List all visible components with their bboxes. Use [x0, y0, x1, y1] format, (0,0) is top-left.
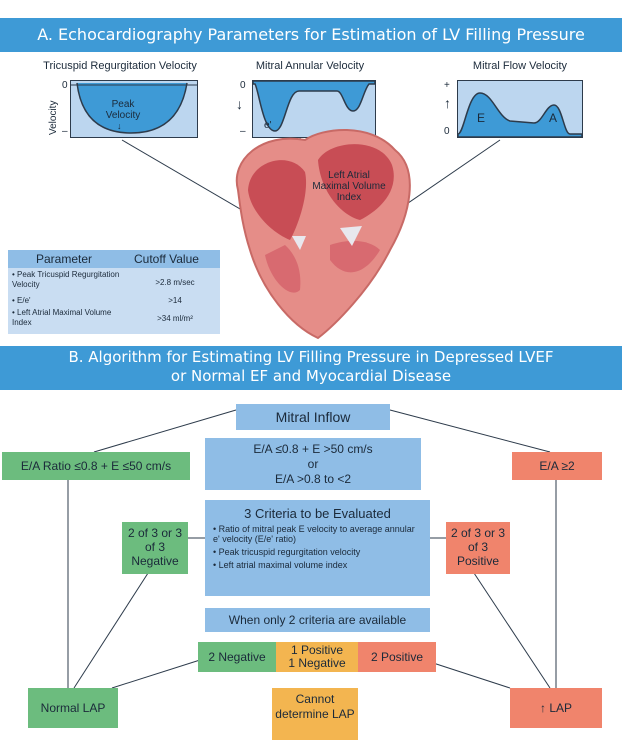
ma-graph-title: Mitral Annular Velocity: [255, 60, 365, 72]
ma-tick-neg: –: [240, 126, 246, 137]
ea-mid-box: E/A ≤0.8 + E >50 cm/s or E/A >0.8 to <2: [205, 438, 421, 490]
mf-velocity-curve: [458, 92, 582, 137]
flow-connectors: [67, 409, 557, 689]
table-row-value: >2.8 m/sec: [155, 278, 195, 287]
tr-graph-title: Tricuspid Regurgitation Velocity: [43, 60, 197, 72]
criteria-item: • Left atrial maximal volume index: [213, 560, 348, 570]
table-header: [8, 250, 220, 268]
table-row-value: >34 ml/m²: [157, 314, 193, 323]
mf-tick-plus: +: [444, 80, 450, 91]
table-row-param: • Peak Tricuspid Regurgitation Velocity: [12, 270, 120, 289]
ea-mid-line1: E/A ≤0.8 + E >50 cm/s: [253, 442, 373, 456]
one-negative-line: 1 Negative: [288, 656, 346, 670]
mf-tick-zero: 0: [444, 126, 450, 137]
normal-lap-box: Normal LAP: [28, 688, 118, 728]
table-header-cutoff: Cutoff Value: [134, 252, 199, 266]
mitral-annular-graph: [252, 80, 376, 138]
one-pos-one-neg-box: 1 Positive 1 Negative: [276, 642, 358, 672]
mf-up-arrow-icon: ↑: [444, 95, 451, 111]
e-prime-label: e': [264, 120, 272, 131]
section-b-title-line2: or Normal EF and Myocardial Disease: [170, 367, 452, 385]
ma-tick-zero: 0: [240, 80, 246, 91]
tr-tick-zero: 0: [62, 80, 68, 91]
section-b-title: B. Algorithm for Estimating LV Filling P…: [0, 346, 622, 390]
la-volume-label: Left Atrial Maximal Volume Index: [312, 170, 386, 203]
ea-mid-line2: or: [307, 457, 319, 471]
heart-illustration: [121, 128, 501, 340]
criteria-title: 3 Criteria to be Evaluated: [244, 506, 391, 521]
a-wave-label: A: [549, 111, 558, 125]
positive-criteria-box: 2 of 3 or 3 of 3 Positive: [446, 522, 510, 574]
criteria-box: 3 Criteria to be Evaluated • Ratio of mi…: [205, 500, 430, 596]
one-positive-line: 1 Positive: [290, 643, 344, 657]
mitral-flow-graph: [457, 80, 583, 138]
two-negative-box: 2 Negative: [198, 642, 276, 672]
cannot-determine-box: Cannot determine LAP: [272, 688, 358, 740]
mf-graph-title: Mitral Flow Velocity: [472, 60, 568, 72]
table-header-parameter: Parameter: [36, 252, 93, 266]
ea-high-box: E/A ≥2: [512, 452, 602, 480]
ea-low-box: E/A Ratio ≤0.8 + E ≤50 cm/s: [2, 452, 190, 480]
tr-velocity-graph: [70, 80, 198, 138]
high-lap-box: ↑ LAP: [510, 688, 602, 728]
tr-velocity-curve: [71, 82, 197, 134]
only-two-criteria-box: When only 2 criteria are available: [205, 608, 430, 632]
cutoff-table: Parameter Cutoff Value • Peak Tricuspid …: [8, 250, 220, 334]
peak-velocity-label: Peak Velocity: [105, 99, 141, 121]
mitral-inflow-box: Mitral Inflow: [236, 404, 390, 430]
criteria-item: • Ratio of mitral peak E velocity to ave…: [213, 524, 415, 544]
peak-arrow-icon: ↓: [117, 121, 122, 131]
e-wave-label: E: [477, 111, 486, 125]
ma-velocity-curve: [253, 81, 375, 132]
two-positive-box: 2 Positive: [358, 642, 436, 672]
section-a-title: A. Echocardiography Parameters for Estim…: [0, 18, 622, 52]
table-row-value: >14: [168, 296, 182, 305]
ma-down-arrow-icon: ↓: [236, 96, 243, 112]
tr-tick-neg: –: [62, 126, 68, 137]
table-row-param: • Left Atrial Maximal Volume Index: [12, 308, 112, 327]
table-row-param: • E/e': [12, 296, 31, 305]
ea-mid-line3: E/A >0.8 to <2: [274, 472, 352, 486]
criteria-item: • Peak tricuspid regurgitation velocity: [213, 547, 361, 557]
section-b-title-line1: B. Algorithm for Estimating LV Filling P…: [68, 348, 554, 366]
negative-criteria-box: 2 of 3 or 3 of 3 Negative: [122, 522, 188, 574]
